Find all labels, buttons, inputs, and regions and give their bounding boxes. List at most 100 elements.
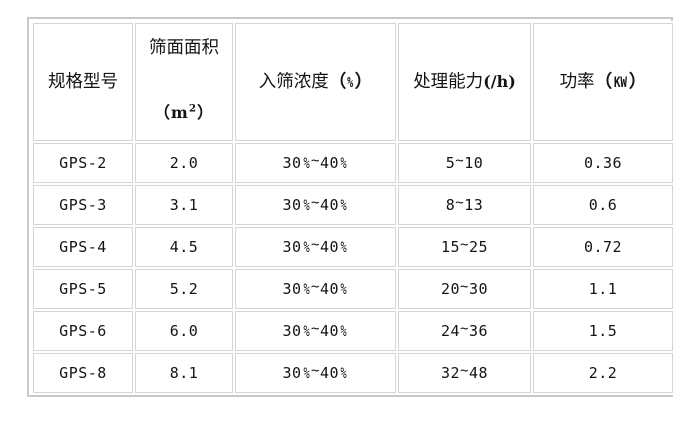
percent-symbol: % bbox=[303, 154, 310, 172]
cell-screen-area: 8.1 bbox=[135, 353, 233, 393]
column-header-capacity-unit: (/h) bbox=[483, 71, 516, 91]
capacity-to: 30 bbox=[468, 280, 489, 298]
screen-area-value: 6.0 bbox=[169, 322, 199, 340]
column-header-capacity-label: 处理能力 bbox=[413, 71, 484, 92]
concentration-from: 30 bbox=[282, 322, 302, 340]
percent-symbol: % bbox=[340, 154, 348, 172]
percent-symbol: % bbox=[303, 238, 310, 256]
range-separator: ~ bbox=[311, 362, 320, 379]
concentration-to: 40 bbox=[319, 364, 340, 382]
power-value: 0.36 bbox=[583, 154, 623, 172]
model-value: GPS-6 bbox=[59, 322, 107, 340]
column-header-capacity: 处理能力(/h) bbox=[398, 23, 531, 141]
cell-screen-area: 2.0 bbox=[135, 143, 233, 183]
table-row: GPS-3 3.1 30% ~40% 8~13 0.6 bbox=[33, 185, 673, 225]
unit-kilowatt: KW bbox=[613, 74, 628, 91]
capacity-to: 36 bbox=[468, 322, 489, 340]
concentration-to: 40 bbox=[319, 154, 340, 172]
concentration-from: 30 bbox=[282, 364, 302, 382]
cell-model: GPS-4 bbox=[33, 227, 133, 267]
cell-capacity: 5~10 bbox=[398, 143, 531, 183]
cell-feed-concentration: 30% ~40% bbox=[235, 353, 396, 393]
power-value: 0.72 bbox=[583, 238, 623, 256]
capacity-from: 15 bbox=[440, 238, 461, 256]
range-separator: ~ bbox=[460, 278, 469, 295]
capacity-to: 48 bbox=[468, 364, 489, 382]
concentration-to: 40 bbox=[319, 196, 340, 214]
cell-capacity: 32~48 bbox=[398, 353, 531, 393]
cell-model: GPS-8 bbox=[33, 353, 133, 393]
column-header-power-line: 功率（ KW） bbox=[534, 72, 672, 92]
range-separator: ~ bbox=[460, 320, 469, 337]
column-header-screen-area-label: 筛面面积 bbox=[149, 38, 219, 58]
cell-model: GPS-3 bbox=[33, 185, 133, 225]
capacity-to: 13 bbox=[464, 196, 484, 214]
percent-symbol: % bbox=[303, 364, 310, 382]
range-separator: ~ bbox=[311, 278, 320, 295]
cell-capacity: 24~36 bbox=[398, 311, 531, 351]
column-header-screen-area-stack: 筛面面积 （m2） bbox=[136, 24, 232, 140]
column-header-feed-concentration-label: 入筛浓度 bbox=[258, 71, 329, 92]
power-value: 0.6 bbox=[588, 196, 618, 214]
cell-capacity: 20~30 bbox=[398, 269, 531, 309]
range-separator: ~ bbox=[311, 320, 320, 337]
cell-screen-area: 5.2 bbox=[135, 269, 233, 309]
capacity-from: 20 bbox=[440, 280, 461, 298]
percent-symbol: % bbox=[340, 238, 348, 256]
model-value: GPS-2 bbox=[59, 154, 107, 172]
table-row: GPS-6 6.0 30% ~40% 24~36 1.5 bbox=[33, 311, 673, 351]
capacity-from: 32 bbox=[440, 364, 461, 382]
range-separator: ~ bbox=[455, 152, 465, 169]
percent-symbol: % bbox=[340, 280, 348, 298]
table-row: GPS-8 8.1 30% ~40% 32~48 2.2 bbox=[33, 353, 673, 393]
table-row: GPS-2 2.0 30% ~40% 5~10 0.36 bbox=[33, 143, 673, 183]
concentration-to: 40 bbox=[319, 238, 340, 256]
cell-capacity: 8~13 bbox=[398, 185, 531, 225]
paren-open: （ bbox=[153, 102, 171, 122]
cell-power: 0.72 bbox=[533, 227, 673, 267]
table-header-row: 规格型号 筛面面积 （m2） 入筛浓度（%） 处理能力(/h) 功率（ KW） bbox=[33, 23, 673, 141]
power-value: 1.5 bbox=[588, 322, 618, 340]
capacity-from: 24 bbox=[440, 322, 461, 340]
specification-table: 规格型号 筛面面积 （m2） 入筛浓度（%） 处理能力(/h) 功率（ KW） bbox=[31, 21, 675, 395]
concentration-from: 30 bbox=[282, 196, 302, 214]
cell-screen-area: 4.5 bbox=[135, 227, 233, 267]
column-header-model: 规格型号 bbox=[33, 23, 133, 141]
model-value: GPS-8 bbox=[59, 364, 107, 382]
percent-symbol: % bbox=[340, 364, 348, 382]
paren-close: ） bbox=[628, 71, 647, 92]
capacity-to: 10 bbox=[464, 154, 484, 172]
percent-symbol: % bbox=[303, 196, 310, 214]
screen-area-value: 8.1 bbox=[169, 364, 199, 382]
cell-feed-concentration: 30% ~40% bbox=[235, 143, 396, 183]
power-value: 2.2 bbox=[588, 364, 618, 382]
range-separator: ~ bbox=[460, 362, 469, 379]
cell-feed-concentration: 30% ~40% bbox=[235, 227, 396, 267]
percent-symbol: % bbox=[347, 74, 354, 91]
capacity-from: 5 bbox=[445, 154, 456, 172]
column-header-screen-area-unit: （m2） bbox=[136, 102, 232, 122]
column-header-capacity-line: 处理能力(/h) bbox=[399, 72, 530, 92]
cell-model: GPS-2 bbox=[33, 143, 133, 183]
percent-symbol: % bbox=[340, 196, 348, 214]
model-value: GPS-3 bbox=[59, 196, 107, 214]
percent-symbol: % bbox=[340, 322, 348, 340]
table-header: 规格型号 筛面面积 （m2） 入筛浓度（%） 处理能力(/h) 功率（ KW） bbox=[33, 23, 673, 141]
column-header-power-label: 功率 bbox=[559, 71, 595, 92]
concentration-from: 30 bbox=[282, 238, 302, 256]
model-value: GPS-4 bbox=[59, 238, 107, 256]
screen-area-value: 4.5 bbox=[169, 238, 199, 256]
column-header-power: 功率（ KW） bbox=[533, 23, 673, 141]
screen-area-value: 5.2 bbox=[169, 280, 199, 298]
column-header-feed-concentration-line: 入筛浓度（%） bbox=[236, 72, 395, 92]
cell-power: 0.36 bbox=[533, 143, 673, 183]
cell-power: 2.2 bbox=[533, 353, 673, 393]
cell-power: 1.5 bbox=[533, 311, 673, 351]
cell-feed-concentration: 30% ~40% bbox=[235, 269, 396, 309]
specification-table-container: 规格型号 筛面面积 （m2） 入筛浓度（%） 处理能力(/h) 功率（ KW） bbox=[27, 17, 675, 397]
concentration-to: 40 bbox=[319, 322, 340, 340]
cell-screen-area: 6.0 bbox=[135, 311, 233, 351]
paren-close: ） bbox=[197, 102, 215, 122]
screen-area-value: 2.0 bbox=[169, 154, 199, 172]
table-body: GPS-2 2.0 30% ~40% 5~10 0.36 GPS-3 3.1 30% ~40% 8~… bbox=[33, 143, 673, 393]
